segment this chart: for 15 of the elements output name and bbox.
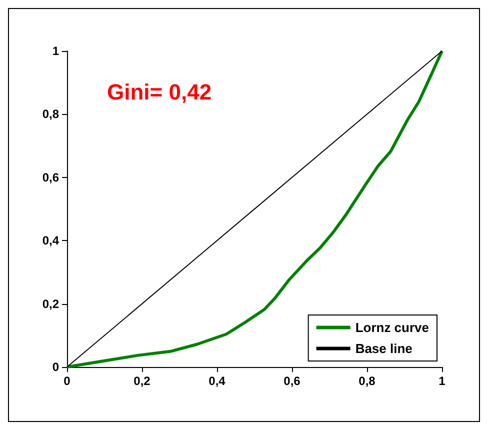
- x-tick-label: 0,8: [358, 374, 376, 388]
- legend-label: Lornz curve: [355, 320, 430, 335]
- x-tick-label: 0: [64, 374, 71, 388]
- y-tick-label: 0,6: [42, 170, 60, 184]
- y-tick-label: 0,8: [42, 107, 60, 122]
- y-tick-label: 0: [52, 360, 60, 374]
- annotation: Gini= 0,42: [107, 80, 212, 104]
- x-tick-label: 0,6: [284, 374, 301, 388]
- y-tick-label: 0,2: [42, 296, 60, 311]
- legend-label: Base line: [355, 341, 412, 356]
- y-tick-label: 0,4: [42, 234, 60, 248]
- x-tick-label: 0,2: [134, 374, 151, 388]
- x-tick-label: 0,4: [208, 374, 226, 388]
- x-tick-label: 1: [438, 374, 446, 388]
- y-tick-label: 1: [52, 44, 60, 58]
